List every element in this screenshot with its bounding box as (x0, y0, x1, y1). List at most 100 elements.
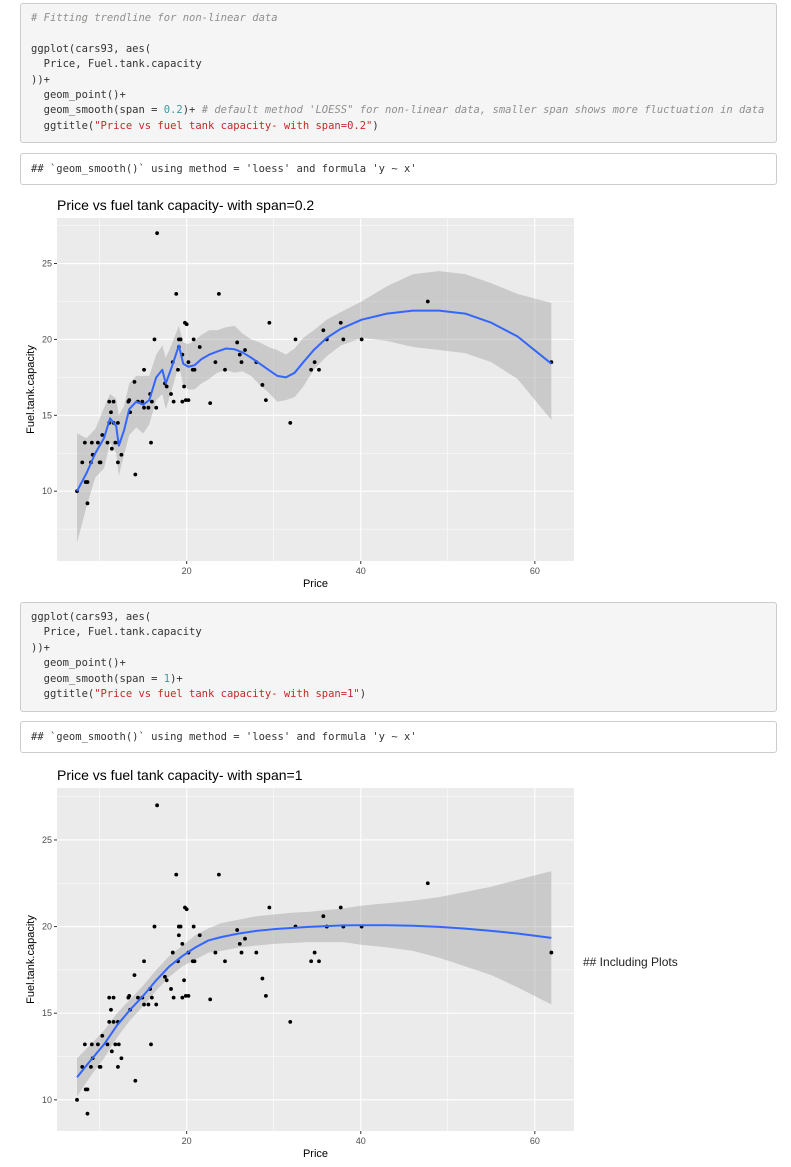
data-point (85, 501, 90, 506)
output-chunk-2: ## `geom_smooth()` using method = 'loess… (20, 721, 777, 753)
data-point (142, 367, 146, 372)
data-point (154, 405, 159, 410)
data-point (223, 959, 227, 964)
code-line: ))+ (31, 73, 50, 86)
data-point (96, 440, 100, 445)
data-point (260, 976, 265, 981)
data-point (132, 973, 137, 977)
data-point (105, 440, 110, 445)
data-point (239, 950, 244, 955)
x-axis-label: Price (303, 578, 328, 590)
code-line: ggplot(cars93, aes( (31, 611, 152, 623)
data-point (235, 340, 240, 345)
data-point (96, 1042, 100, 1047)
smooth-line (76, 924, 552, 1078)
data-point (197, 345, 202, 349)
data-point (98, 460, 103, 465)
data-point (146, 405, 151, 410)
data-point (180, 942, 185, 946)
data-point (191, 924, 196, 929)
data-point (164, 978, 169, 983)
data-point (109, 446, 114, 451)
data-point (170, 950, 175, 955)
data-point (235, 928, 240, 932)
code-line-part: geom_smooth(span = (31, 672, 164, 685)
data-point (89, 1065, 93, 1069)
data-point (243, 348, 247, 352)
data-point (293, 337, 298, 342)
data-point (85, 1111, 90, 1116)
data-point (180, 399, 185, 404)
data-point (105, 1042, 110, 1047)
code-line: geom_point()+ (31, 657, 126, 670)
data-point (312, 950, 317, 955)
data-point (312, 360, 317, 365)
data-point (127, 398, 132, 403)
data-point (213, 950, 218, 955)
confidence-ribbon (77, 271, 552, 543)
data-point (107, 995, 112, 1000)
x-tick-label: 40 (356, 1136, 366, 1146)
data-point (171, 995, 176, 1000)
code-string: "Price vs fuel tank capacity- with span=… (94, 688, 360, 701)
data-point (186, 993, 191, 998)
data-point (263, 993, 268, 998)
data-point (180, 995, 185, 1000)
data-point (237, 942, 242, 946)
data-point (183, 398, 188, 403)
data-point (341, 337, 346, 342)
data-point (182, 978, 186, 983)
data-point (260, 383, 265, 387)
data-point (107, 399, 112, 404)
code-line: Price, Fuel.tank.capacity (31, 58, 202, 71)
y-tick-label: 20 (42, 334, 52, 344)
data-point (149, 995, 154, 1000)
chart-title: Price vs fuel tank capacity- with span=1 (57, 767, 303, 783)
data-point (127, 993, 132, 998)
x-tick-label: 20 (182, 1136, 192, 1146)
code-number: 1 (163, 672, 171, 685)
data-point (109, 410, 113, 415)
data-point (75, 1097, 79, 1102)
code-line-part: )+ (182, 104, 202, 117)
chart-title: Price vs fuel tank capacity- with span=0… (57, 197, 314, 213)
data-point (85, 1087, 90, 1092)
data-point (111, 399, 116, 404)
code-line-part: ) (372, 119, 379, 132)
data-point (171, 399, 176, 404)
data-point (119, 452, 124, 457)
data-point (174, 872, 179, 877)
y-tick-label: 15 (42, 1008, 52, 1018)
data-point (208, 401, 213, 406)
code-line: geom_point()+ (31, 89, 126, 102)
code-line: Price, Fuel.tank.capacity (31, 626, 202, 639)
data-point (192, 367, 197, 372)
data-point (116, 1065, 120, 1069)
data-point (223, 367, 227, 372)
plot-span-1: Price vs fuel tank capacity- with span=1… (25, 767, 574, 1160)
data-point (111, 1019, 116, 1024)
x-tick-label: 60 (530, 566, 540, 576)
data-point (164, 384, 169, 389)
data-point (267, 905, 272, 910)
data-point (109, 1049, 114, 1054)
data-point (309, 367, 314, 372)
data-point (136, 995, 140, 1000)
x-tick-label: 20 (182, 566, 192, 576)
data-point (321, 328, 326, 333)
data-point (142, 1002, 146, 1007)
data-point (317, 367, 321, 372)
data-point (549, 950, 554, 955)
data-point (197, 933, 202, 938)
data-point (98, 1065, 103, 1069)
code-line-part: geom_smooth(span = (31, 104, 164, 117)
data-point (178, 337, 183, 342)
data-point (176, 367, 180, 372)
data-point (109, 1007, 113, 1012)
x-tick-label: 40 (356, 566, 366, 576)
data-point (176, 933, 181, 938)
data-point (183, 993, 188, 998)
data-point (132, 380, 137, 384)
data-point (133, 472, 138, 477)
data-point (208, 997, 213, 1002)
